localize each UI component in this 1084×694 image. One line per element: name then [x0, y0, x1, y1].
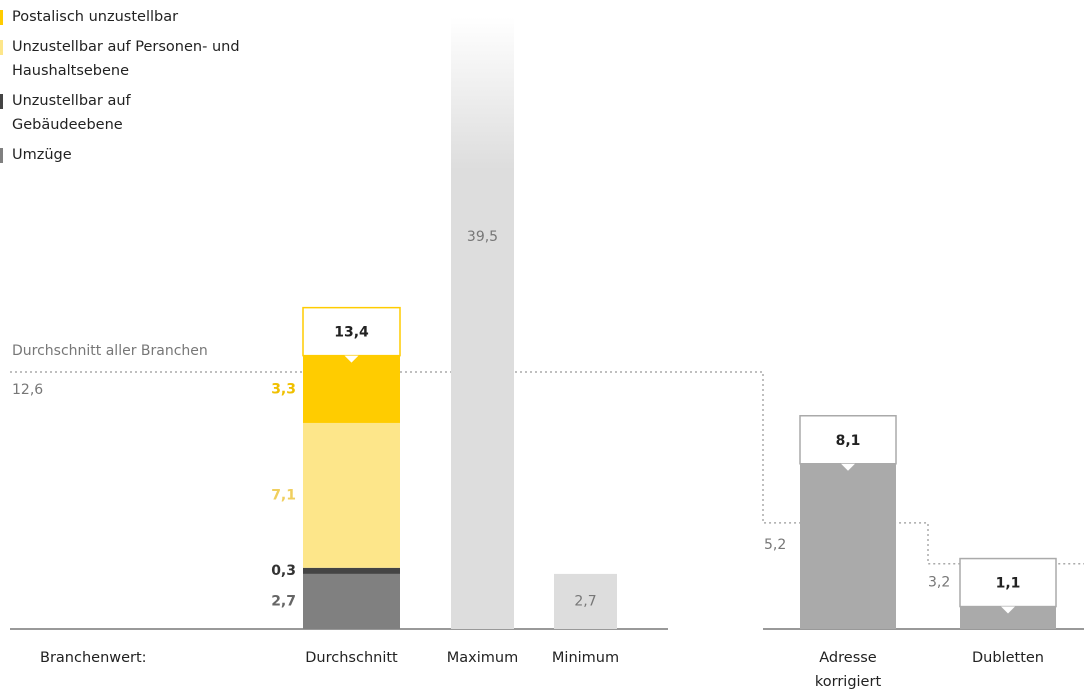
bar-value-label: 2,7 [574, 593, 596, 609]
legend-item: Postalisch unzustellbar [0, 5, 262, 29]
legend-marker [0, 10, 3, 25]
legend-marker [0, 148, 3, 163]
bar-fade [451, 17, 514, 629]
legend-label: Unzustellbar auf Gebäudeebene [12, 93, 131, 133]
benchmark-value: 3,2 [928, 575, 950, 591]
segment-label: 3,3 [271, 381, 296, 397]
total-label: 1,1 [996, 576, 1021, 592]
bar-value-label: 39,5 [467, 229, 498, 245]
x-tick-label: Dubletten [972, 650, 1044, 666]
legend-marker [0, 94, 3, 109]
bar [800, 463, 896, 629]
benchmark-line [10, 371, 1084, 565]
benchmark-value: 12,6 [12, 382, 43, 398]
bar-segment [303, 567, 400, 574]
value-pointer [1001, 606, 1015, 614]
legend-label: Umzüge [12, 147, 72, 163]
legend-label: Unzustellbar auf Personen- und Haushalts… [12, 39, 240, 79]
row-label: Branchenwert: [40, 650, 147, 666]
legend-item: Unzustellbar auf Personen- und Haushalts… [0, 35, 262, 83]
bar-segment [303, 355, 400, 423]
legend-label: Postalisch unzustellbar [12, 9, 179, 25]
segment-label: 7,1 [271, 487, 296, 503]
total-label: 13,4 [334, 325, 369, 341]
x-tick-label: Durchschnitt [305, 650, 398, 666]
x-tick-label: Minimum [551, 650, 620, 666]
legend-item: Unzustellbar auf Gebäudeebene [0, 89, 162, 137]
benchmark-value: 5,2 [764, 537, 786, 553]
legend-item: Umzüge [0, 143, 262, 167]
legend-marker [0, 40, 3, 55]
segment-label: 2,7 [271, 593, 296, 609]
value-pointer [344, 355, 359, 363]
value-box [799, 415, 897, 465]
total-label: 8,1 [836, 433, 861, 449]
x-tick-label: Maximum [446, 650, 519, 666]
bar [554, 573, 617, 629]
bar-segment [303, 422, 400, 568]
value-box [959, 557, 1057, 608]
benchmark-label: Durchschnitt aller Branchen [12, 343, 208, 359]
value-pointer [841, 463, 855, 471]
value-box [302, 306, 401, 357]
bar [960, 606, 1056, 629]
x-tick-label: Adresse korrigiert [814, 650, 882, 690]
segment-label: 0,3 [271, 563, 296, 579]
bar-segment [303, 573, 400, 629]
legend: Postalisch unzustellbar Unzustellbar auf … [0, 5, 262, 173]
